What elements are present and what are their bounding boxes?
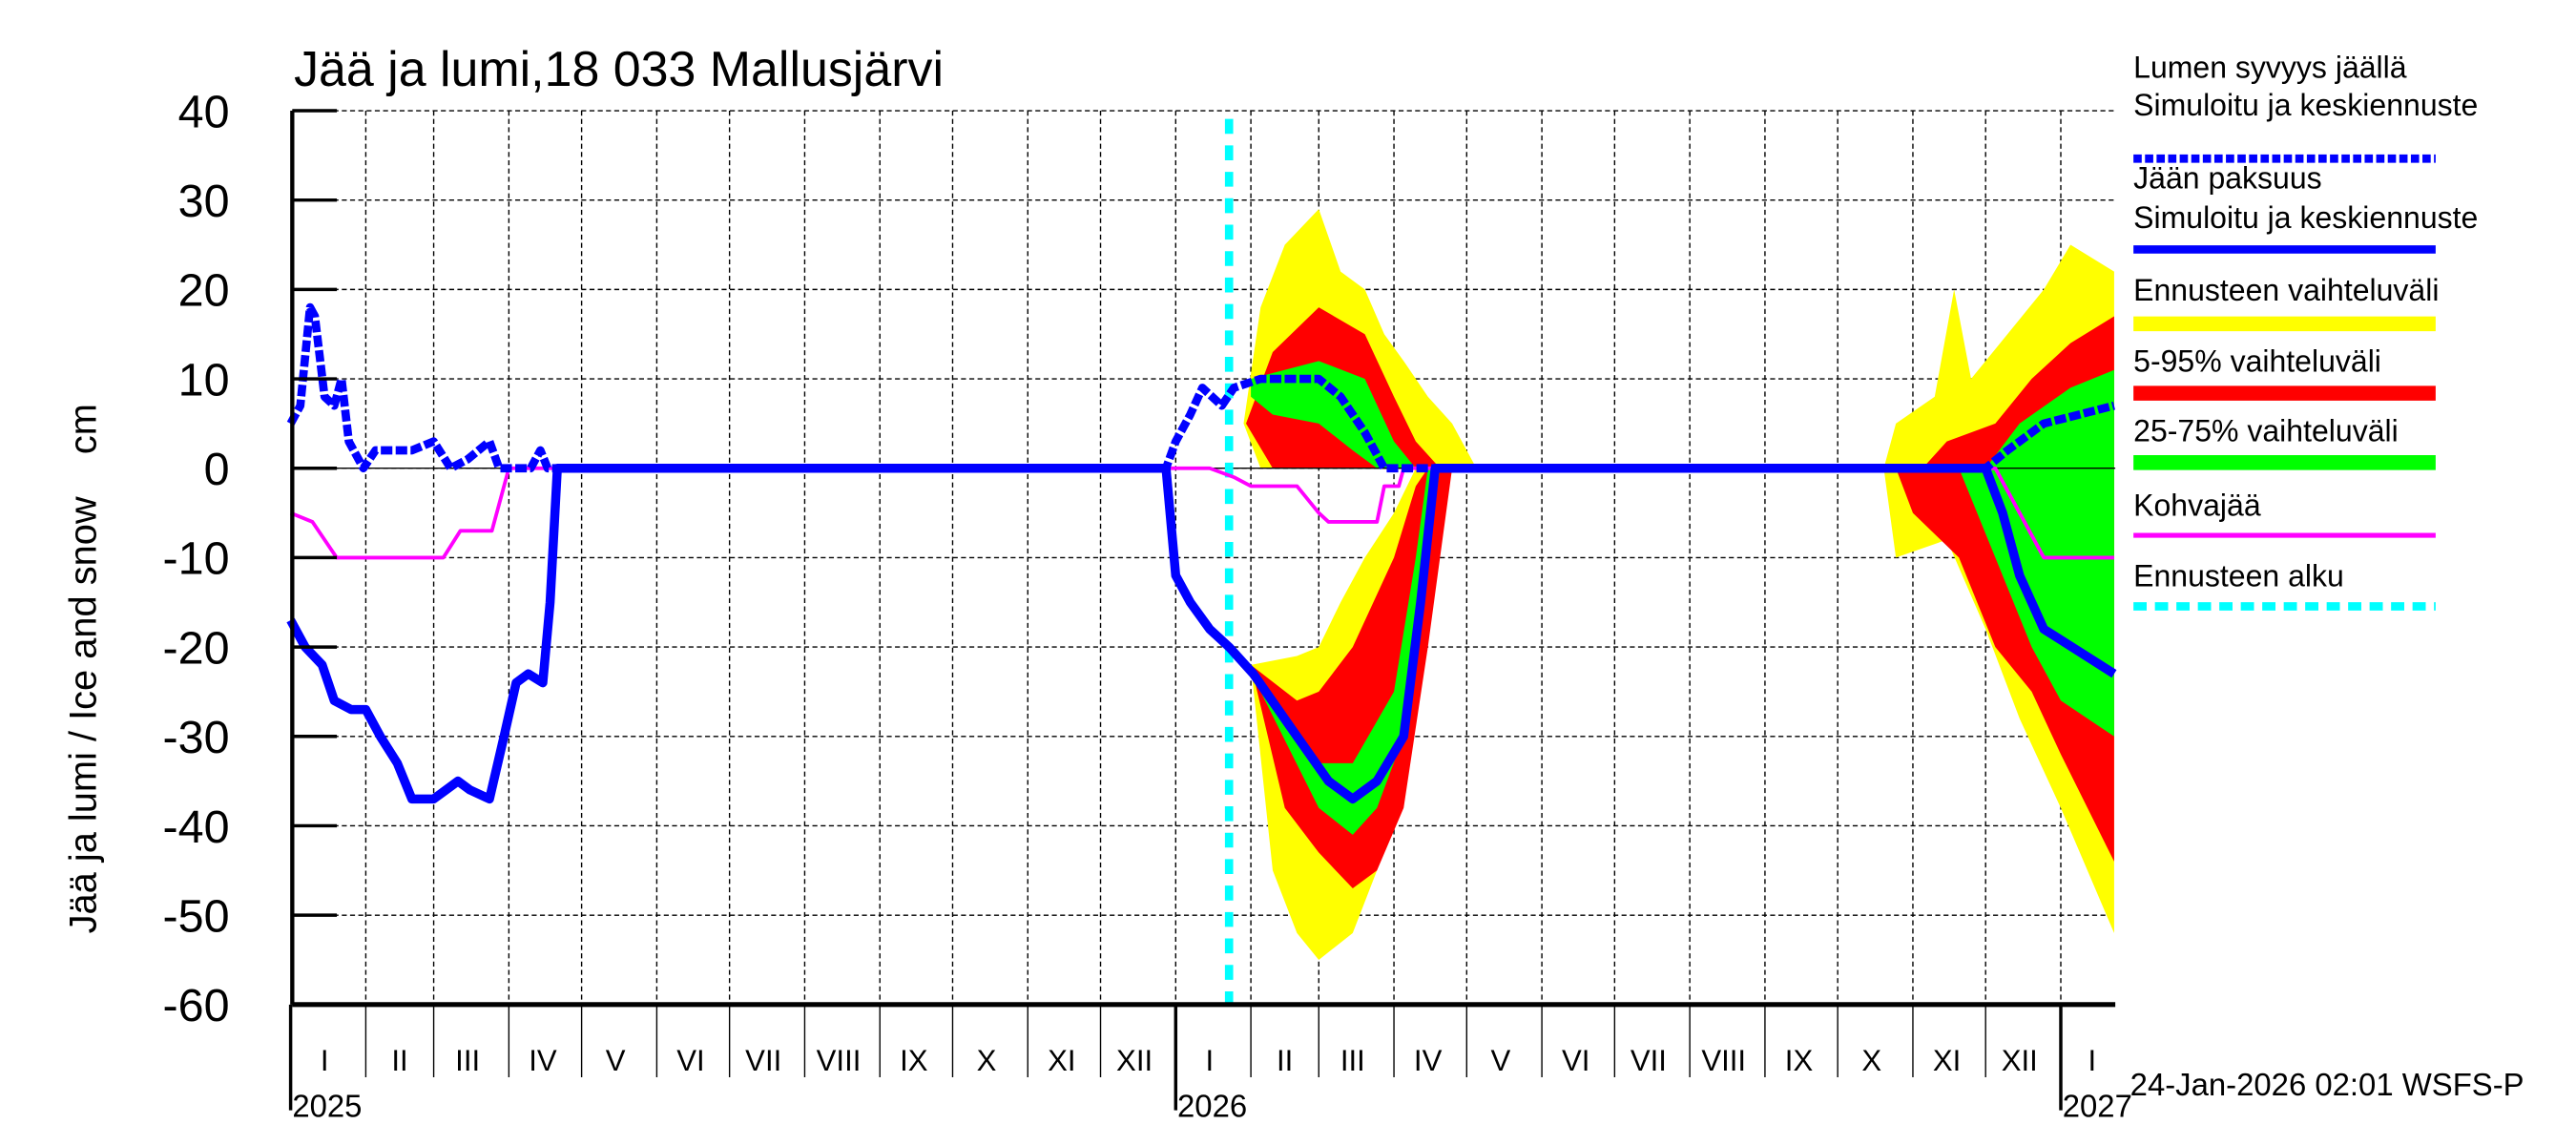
footer-timestamp: 24-Jan-2026 02:01 WSFS-P — [2130, 1067, 2524, 1102]
legend-label: Lumen syvyys jäällä — [2133, 50, 2407, 84]
y-tick-label: -40 — [163, 802, 230, 853]
month-label: I — [321, 1044, 329, 1077]
month-label: XI — [1933, 1044, 1961, 1077]
month-label: IV — [529, 1044, 557, 1077]
legend-label: Jään paksuus — [2133, 160, 2322, 195]
legend-label: 25-75% vaihteluväli — [2133, 413, 2399, 448]
legend-label: Kohvajää — [2133, 488, 2261, 522]
band-00ff00 — [1251, 361, 1416, 468]
y-tick-label: 30 — [178, 176, 230, 227]
y-axis-label: Jää ja lumi / Ice and snow cm — [62, 404, 104, 933]
legend-label: Ennusteen alku — [2133, 559, 2344, 593]
month-label: II — [1277, 1044, 1293, 1077]
series-lines — [286, 118, 2117, 1005]
month-label: III — [455, 1044, 480, 1077]
chart-title: Jää ja lumi,18 033 Mallusjärvi — [294, 42, 944, 97]
month-label: VII — [1631, 1044, 1667, 1077]
year-label: 2025 — [292, 1089, 362, 1124]
y-tick-label: -60 — [163, 980, 230, 1031]
month-label: III — [1340, 1044, 1365, 1077]
month-label: I — [2088, 1044, 2097, 1077]
month-label: X — [977, 1044, 997, 1077]
forecast-bands — [1243, 209, 2114, 960]
month-label: XI — [1048, 1044, 1075, 1077]
legend-label: Simuloitu ja keskiennuste — [2133, 88, 2478, 122]
legend: Lumen syvyys jäällä Simuloitu ja keskienn… — [2133, 50, 2478, 611]
month-label: VI — [1562, 1044, 1589, 1077]
y-tick-label: -30 — [163, 712, 230, 763]
y-tick-label: 20 — [178, 265, 230, 317]
month-label: VI — [676, 1044, 704, 1077]
y-tick-label: 40 — [178, 86, 230, 137]
month-label: II — [391, 1044, 407, 1077]
grid — [292, 110, 2116, 1006]
month-label: VIII — [817, 1044, 862, 1077]
month-label: IX — [900, 1044, 928, 1077]
month-label: XII — [2002, 1044, 2038, 1077]
month-label: IX — [1785, 1044, 1814, 1077]
series-slush-ice — [289, 466, 2114, 560]
month-label: VIII — [1701, 1044, 1746, 1077]
month-label: VII — [745, 1044, 781, 1077]
month-label: I — [1206, 1044, 1215, 1077]
band-ff0000 — [1251, 468, 1453, 889]
y-tick-label: 0 — [204, 444, 230, 495]
month-label: V — [606, 1044, 626, 1077]
year-label: 2026 — [1177, 1089, 1247, 1124]
series-ice-thickness — [286, 463, 2117, 804]
month-label: V — [1490, 1044, 1510, 1077]
month-label: X — [1861, 1044, 1881, 1077]
legend-label: Ennusteen vaihteluväli — [2133, 273, 2439, 307]
legend-label: 5-95% vaihteluväli — [2133, 344, 2381, 379]
y-tick-label: -20 — [163, 622, 230, 674]
month-label: XII — [1116, 1044, 1153, 1077]
y-tick-label: -50 — [163, 890, 230, 942]
year-label: 2027 — [2063, 1089, 2132, 1124]
y-tick-label: -10 — [163, 533, 230, 585]
month-label: IV — [1414, 1044, 1443, 1077]
series-snow-depth — [286, 302, 2115, 473]
y-tick-label: 10 — [178, 354, 230, 406]
legend-label: Simuloitu ja keskiennuste — [2133, 200, 2478, 235]
